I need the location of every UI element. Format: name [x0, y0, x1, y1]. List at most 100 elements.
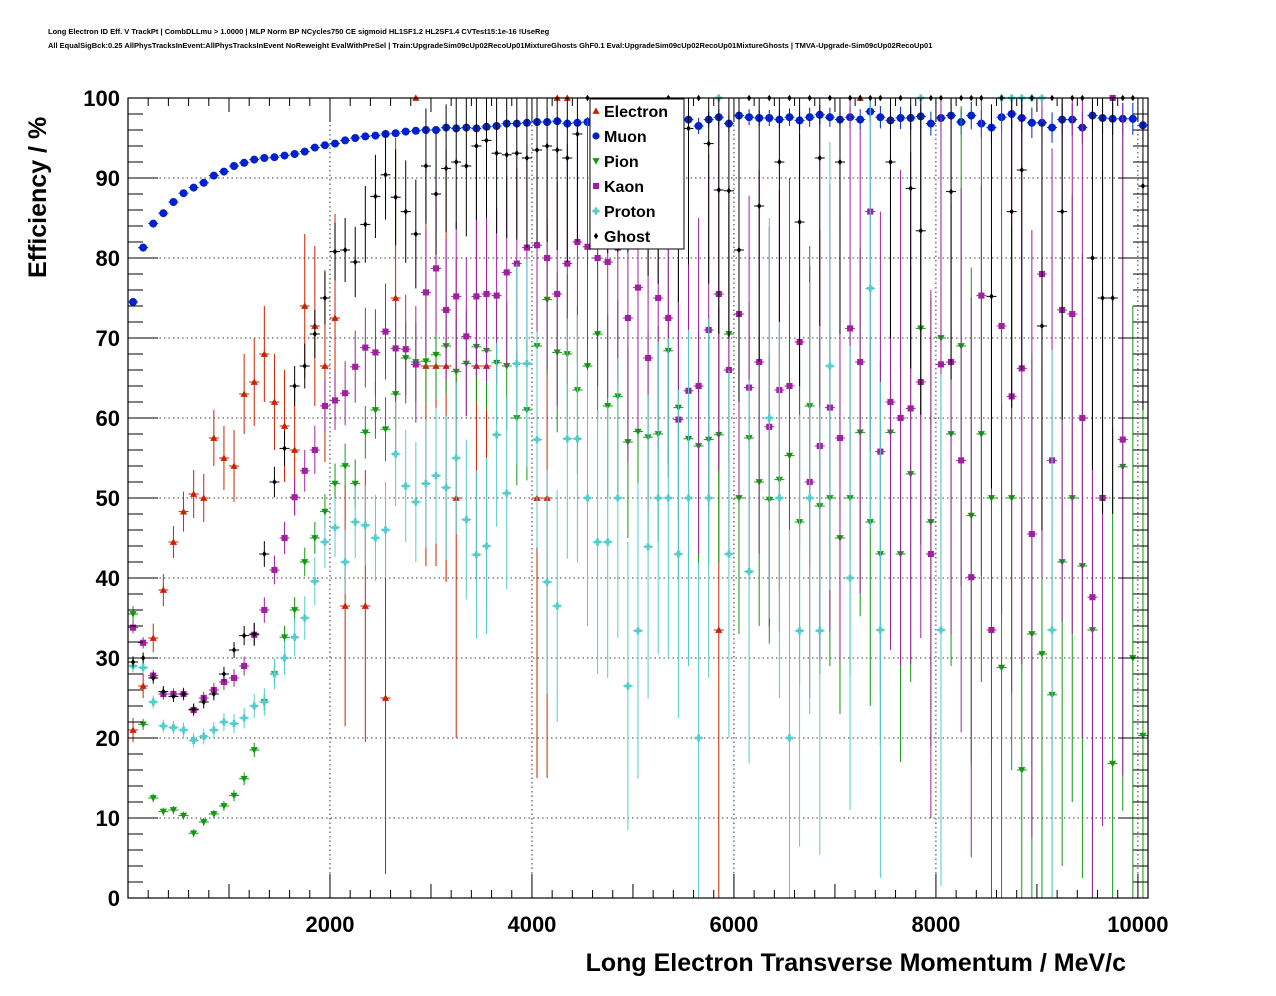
data-point	[705, 494, 713, 502]
data-point	[373, 193, 378, 200]
data-point	[241, 632, 247, 639]
data-point	[442, 484, 450, 492]
data-point	[291, 607, 299, 614]
data-point	[423, 162, 429, 170]
data-point	[816, 627, 824, 635]
data-point	[876, 626, 884, 634]
legend-label-kaon: Kaon	[604, 179, 644, 196]
data-point	[1059, 208, 1065, 215]
data-point	[169, 198, 178, 206]
data-point	[361, 602, 369, 609]
data-point	[634, 428, 642, 436]
data-point	[1119, 436, 1126, 443]
data-point	[220, 678, 228, 686]
data-point	[644, 543, 652, 551]
data-point	[765, 114, 774, 122]
data-point	[846, 574, 854, 582]
data-point	[926, 119, 935, 128]
x-tick-label: 4000	[507, 912, 556, 937]
data-point	[280, 151, 289, 160]
data-point	[514, 149, 519, 157]
data-point	[564, 260, 571, 267]
data-point	[260, 698, 268, 706]
data-point	[493, 431, 501, 439]
chart-title-line-1: Long Electron ID Eff. V TrackPt | CombDL…	[48, 27, 550, 36]
data-point	[684, 494, 693, 502]
data-point	[393, 193, 398, 201]
data-point	[463, 333, 470, 340]
data-point	[221, 670, 227, 678]
data-point	[312, 330, 317, 338]
data-point	[210, 434, 218, 441]
legend-box	[589, 98, 685, 250]
data-point	[484, 137, 489, 144]
data-point	[573, 435, 582, 443]
data-point	[624, 314, 631, 322]
data-point	[321, 402, 328, 410]
data-point	[1140, 182, 1146, 190]
data-point	[745, 113, 754, 122]
data-point	[271, 566, 278, 574]
data-point	[735, 495, 743, 502]
data-point	[240, 775, 248, 783]
chart-title-line-2: All EqualSigBck:0.25 AllPhysTracksInEven…	[48, 41, 933, 50]
data-point	[786, 382, 793, 390]
data-point	[140, 639, 147, 646]
data-point	[716, 186, 721, 194]
data-point	[139, 664, 147, 672]
data-point	[401, 127, 410, 136]
data-point	[341, 463, 349, 470]
data-point	[1109, 760, 1117, 768]
data-point	[220, 718, 228, 726]
data-point	[927, 550, 934, 558]
data-point	[363, 221, 368, 228]
data-point	[381, 526, 390, 534]
data-point	[594, 254, 601, 262]
data-point	[292, 382, 297, 390]
data-point	[634, 627, 642, 635]
data-point	[736, 246, 742, 254]
data-point	[454, 158, 459, 166]
data-point	[382, 328, 389, 335]
data-point	[785, 113, 794, 122]
data-point	[765, 414, 773, 422]
y-tick-label: 20	[96, 726, 120, 751]
data-point	[473, 293, 480, 300]
x-tick-label: 2000	[306, 912, 355, 937]
y-tick-label: 40	[96, 566, 120, 591]
data-point	[474, 142, 479, 150]
data-point	[129, 624, 137, 631]
data-point	[159, 722, 167, 730]
data-point	[513, 360, 521, 368]
data-point	[493, 292, 500, 299]
data-point	[301, 559, 309, 566]
data-point	[695, 382, 702, 390]
data-point	[554, 290, 561, 298]
data-point	[453, 293, 460, 300]
data-point	[341, 136, 350, 145]
legend-marker-muon	[592, 132, 600, 140]
data-point	[190, 736, 198, 744]
data-point	[988, 626, 995, 634]
data-point	[371, 407, 380, 414]
data-point	[311, 577, 319, 585]
data-point	[1128, 114, 1137, 123]
data-point	[179, 812, 188, 820]
data-point	[907, 405, 914, 412]
data-point	[371, 534, 380, 542]
data-point	[503, 489, 511, 497]
data-point	[220, 803, 228, 810]
data-point	[908, 185, 913, 192]
data-point	[686, 125, 691, 132]
data-point	[159, 808, 167, 816]
data-point	[219, 167, 228, 176]
data-point	[270, 153, 279, 162]
data-point	[937, 626, 945, 634]
data-point	[260, 350, 268, 357]
data-point	[825, 113, 834, 122]
x-tick-label: 10000	[1107, 912, 1168, 937]
data-point	[575, 130, 580, 138]
data-point	[555, 146, 560, 154]
data-point	[129, 726, 137, 733]
data-point	[937, 361, 945, 368]
